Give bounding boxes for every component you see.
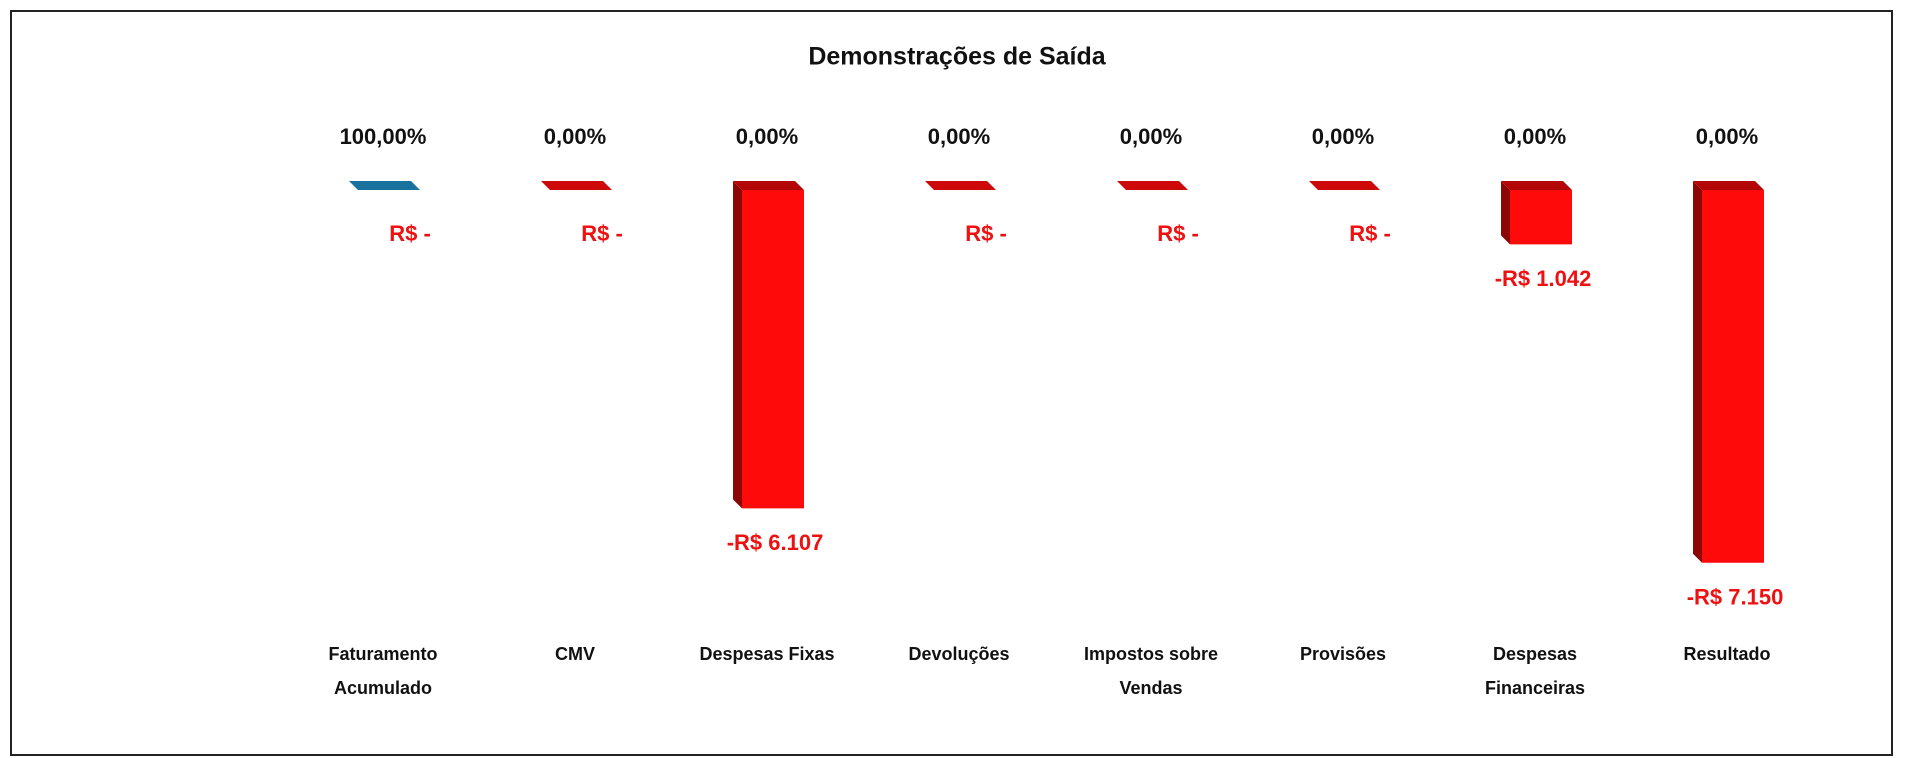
bar — [1693, 181, 1764, 563]
bar-side — [1501, 181, 1510, 245]
bar-top — [541, 181, 612, 190]
data-label: -R$ 7.150 — [1687, 585, 1784, 610]
x-tick-label: Resultado — [1683, 644, 1771, 664]
data-label: R$ - — [389, 221, 431, 246]
bar-top — [1501, 181, 1572, 190]
bar-top — [349, 181, 420, 190]
percent-label: 0,00% — [1312, 124, 1374, 149]
x-tick-label: Despesas Fixas — [699, 644, 835, 664]
percent-label: 0,00% — [1504, 124, 1566, 149]
bar-front — [1510, 190, 1572, 245]
x-tick-label: CMV — [555, 644, 595, 664]
percent-label: 0,00% — [736, 124, 798, 149]
bar-front — [742, 190, 804, 509]
bar-top — [1309, 181, 1380, 190]
percent-label: 0,00% — [1120, 124, 1182, 149]
x-tick-label: Faturamento Acumulado — [328, 644, 438, 698]
bar-top — [1117, 181, 1188, 190]
data-label: -R$ 6.107 — [727, 530, 824, 555]
bar-top — [925, 181, 996, 190]
x-tick-label: Provisões — [1299, 644, 1387, 664]
bar-side — [1693, 181, 1702, 563]
bar — [1117, 181, 1188, 190]
bar-top — [733, 181, 804, 190]
percent-label: 0,00% — [928, 124, 990, 149]
data-label: R$ - — [581, 221, 623, 246]
bar — [541, 181, 612, 190]
percent-label: 100,00% — [340, 124, 427, 149]
bar-top — [1693, 181, 1764, 190]
chart-frame — [10, 10, 1893, 756]
x-tick-label: Impostos sobre Vendas — [1083, 644, 1219, 698]
bar — [1309, 181, 1380, 190]
bar-side — [733, 181, 742, 509]
bar — [925, 181, 996, 190]
data-label: -R$ 1.042 — [1495, 266, 1592, 291]
bar — [349, 181, 420, 190]
data-label: R$ - — [1157, 221, 1199, 246]
bar — [733, 181, 804, 509]
bar — [1501, 181, 1572, 245]
chart-title: Demonstrações de Saída — [808, 43, 1106, 71]
x-tick-label: Devoluções — [908, 644, 1010, 664]
data-label: R$ - — [1349, 221, 1391, 246]
bar-front — [1702, 190, 1764, 563]
data-label: R$ - — [965, 221, 1007, 246]
percent-label: 0,00% — [544, 124, 606, 149]
percent-label: 0,00% — [1696, 124, 1758, 149]
x-tick-label: Despesas Financeiras — [1484, 644, 1586, 698]
